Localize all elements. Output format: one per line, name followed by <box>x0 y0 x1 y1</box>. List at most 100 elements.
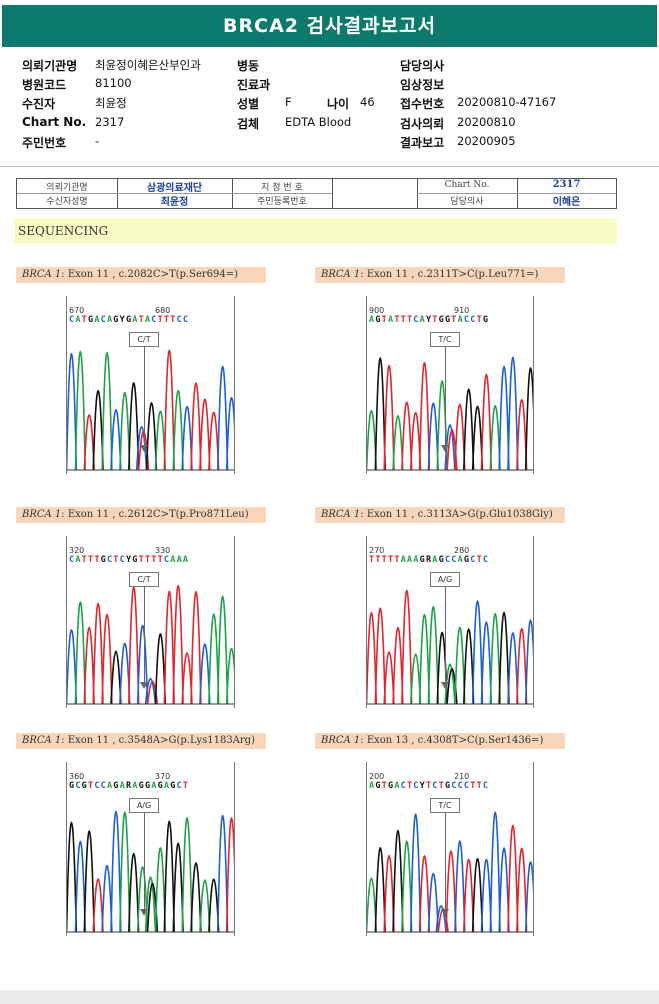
trace-peak <box>392 627 404 705</box>
variant-pointer-line <box>445 347 446 445</box>
chromatogram-1: 670 680 CATGACAGYGATACTTTCC C/T <box>66 296 235 474</box>
trace-peak <box>374 607 386 705</box>
ward-label: 병동 <box>237 59 260 73</box>
header-info-panel: 의뢰기관명 최윤정이혜은산부인과 병동 담당의사 병원코드 81100 진료과 … <box>0 47 659 167</box>
chromatogram-3: 320 330 CATTTGCTCYGTTTTCAAA C/T <box>66 536 235 708</box>
trace-peak <box>136 624 149 705</box>
variant-pointer-line <box>445 587 446 682</box>
genotype-box: A/G <box>430 572 460 587</box>
chromatogram-4: 270 280 TTTTTAAAGRAGCCAGCTC A/G <box>366 536 534 708</box>
trace-peak <box>67 821 78 933</box>
scan-inst-label: 의뢰기관명 <box>46 183 88 193</box>
trace-peak <box>208 613 220 705</box>
receipt-value: 20200810-47167 <box>457 95 557 109</box>
trace-peak <box>83 414 95 471</box>
trace-peak <box>190 382 202 471</box>
patient-value: 최윤정 <box>95 96 127 110</box>
patient-label: 수진자 <box>22 97 56 111</box>
position-end: 330 <box>155 546 171 555</box>
trace-peak <box>392 415 404 471</box>
trace-peak <box>92 878 104 933</box>
trace-peak <box>409 813 422 933</box>
trace-peak <box>418 613 431 705</box>
resident-id-value: - <box>95 134 100 148</box>
variant-label-1: BRCA 1: Exon 11 , c.2082C>T(p.Ser694=) <box>16 267 266 283</box>
trace-peak <box>445 850 457 933</box>
position-start: 320 <box>69 546 85 555</box>
trace-peak <box>516 398 528 471</box>
variant-label-5: BRCA 1: Exon 11 , c.3548A>G(p.Lys1183Arg… <box>16 733 266 749</box>
position-end: 210 <box>454 772 470 781</box>
trace-peak <box>172 842 184 933</box>
trace-peak <box>471 600 484 705</box>
scan-resident-label: 주민등록번호 <box>257 197 307 207</box>
base-calls: AGTGACTCYTCTGCCCTTC <box>369 781 490 791</box>
dept-label: 진료과 <box>237 78 271 92</box>
trace-peak <box>225 397 234 471</box>
genotype-box: T/C <box>430 332 460 347</box>
trace-peak <box>367 877 378 933</box>
variant-label-4: BRCA 1: Exon 11 , c.3113A>G(p.Glu1038Gly… <box>315 507 565 523</box>
age-label: 나이 <box>327 97 350 111</box>
scan-spec-no-label: 지 정 번 호 <box>261 183 303 193</box>
variant-gene: BRCA 1 <box>321 269 361 280</box>
variant-description: : Exon 11 , c.3113A>G(p.Glu1038Gly) <box>360 509 553 520</box>
trace-peak <box>401 401 413 471</box>
variant-pointer-line <box>144 347 145 445</box>
trace-plot <box>367 811 533 933</box>
trace-peak <box>144 678 157 705</box>
variant-description: : Exon 11 , c.2612C>T(p.Pro871Leu) <box>61 509 249 520</box>
page-bottom-strip <box>0 990 659 1004</box>
trace-peak <box>110 409 122 471</box>
variant-pointer-line <box>445 813 446 909</box>
variant-pointer-arrow-icon <box>441 908 449 916</box>
variant-label-6: BRCA 1: Exon 13 , c.4308T>C(p.Ser1436=) <box>315 733 565 749</box>
trace-peak <box>190 590 202 705</box>
trace-peak <box>427 606 439 705</box>
scan-inst-value: 삼광의료재단 <box>146 183 203 194</box>
scan-doctor-label: 담당의사 <box>450 197 484 207</box>
position-start: 900 <box>369 306 385 315</box>
trace-peak <box>181 405 193 471</box>
genotype-box: C/T <box>129 332 159 347</box>
base-calls: TTTTTAAAGRAGCCAGCTC <box>369 555 490 565</box>
variant-gene: BRCA 1 <box>22 509 62 520</box>
variant-pointer-arrow-icon <box>441 681 449 689</box>
trace-plot <box>367 356 533 471</box>
trace-plot <box>67 349 234 471</box>
variant-gene: BRCA 1 <box>321 509 361 520</box>
trace-peak <box>163 349 175 471</box>
specimen-label: 검체 <box>237 117 260 131</box>
trace-peak <box>216 814 229 933</box>
trace-peak <box>383 855 395 933</box>
variant-pointer-arrow-icon <box>140 681 148 689</box>
trace-peak <box>427 402 439 471</box>
trace-peak <box>471 858 484 933</box>
trace-peak <box>163 590 175 705</box>
trace-peak <box>199 643 211 705</box>
trace-peak <box>435 905 447 933</box>
trace-peak <box>101 864 113 933</box>
variant-gene: BRCA 1 <box>22 269 62 280</box>
variant-pointer-arrow-icon <box>441 444 449 452</box>
doctor-label: 담당의사 <box>400 59 445 73</box>
trace-peak <box>507 824 519 933</box>
trace-plot <box>67 584 234 705</box>
genotype-box: A/G <box>129 798 159 813</box>
trace-peak <box>367 611 378 705</box>
trace-peak <box>392 829 404 933</box>
chromatogram-6: 200 210 AGTGACTCYTCTGCCCTTC T/C <box>366 762 534 936</box>
variant-gene: BRCA 1 <box>22 735 62 746</box>
trace-peak <box>489 404 501 471</box>
trace-peak <box>524 861 533 933</box>
base-calls: CATGACAGYGATACTTTCC <box>69 315 190 325</box>
trace-peak <box>154 846 167 933</box>
sequencing-section-header: SEQUENCING <box>14 218 617 244</box>
trace-peak <box>199 879 211 933</box>
chromatogram-2: 900 910 AGTATTTCAYTGGTACCTG T/C <box>366 296 534 474</box>
chart-no-label: Chart No. <box>22 115 87 129</box>
position-start: 270 <box>369 546 385 555</box>
sex-value: F <box>285 95 292 109</box>
age-value: 46 <box>360 95 375 109</box>
trace-peak <box>83 830 95 933</box>
